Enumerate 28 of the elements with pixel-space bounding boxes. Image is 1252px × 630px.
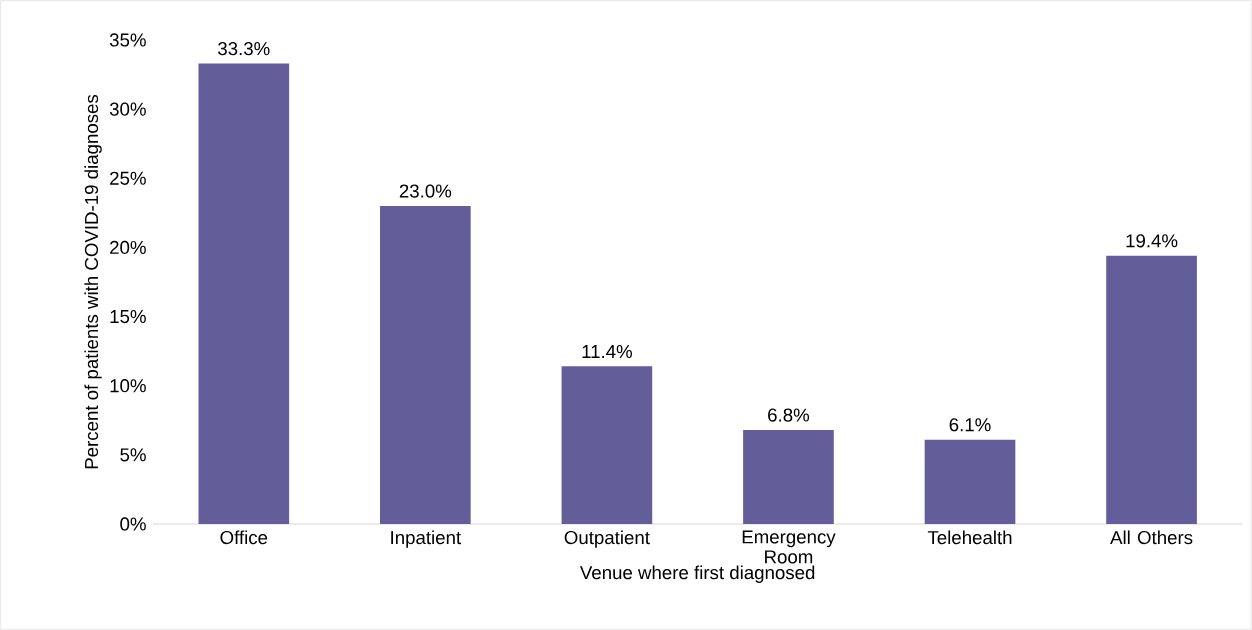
bar (380, 205, 471, 524)
bar (743, 429, 834, 524)
y-tick-label: 25% (110, 171, 146, 185)
x-tick-label: All Others (1110, 530, 1193, 545)
data-label: 6.1% (949, 418, 991, 432)
data-label: 11.4% (582, 345, 632, 359)
y-tick-label: 0% (120, 517, 146, 531)
y-tick-label: 30% (109, 102, 146, 116)
bar (561, 366, 653, 524)
x-axis-title: Venue where first diagnosed (579, 565, 815, 583)
y-tick-label: 20% (110, 240, 146, 255)
x-tick-label: Office (220, 530, 268, 545)
bar (1106, 255, 1197, 524)
y-tick-label: 15% (110, 309, 146, 324)
y-tick-label: 35% (109, 33, 146, 47)
y-tick-label: 5% (120, 448, 146, 462)
y-axis-title: Percent of patients with COVID-19 diagnoses (84, 94, 102, 469)
bar (924, 439, 1016, 524)
data-label: 19.4% (1126, 234, 1178, 248)
data-label: 23.0% (399, 184, 452, 198)
x-tick-label: Emergency Room (742, 530, 836, 564)
x-tick-label: Inpatient (391, 530, 462, 548)
data-label: 6.8% (768, 408, 810, 422)
data-label: 33.3% (218, 42, 270, 56)
x-tick-label: Telehealth (927, 530, 1012, 545)
x-tick-label: Outpatient (564, 530, 650, 548)
y-tick-label: 10% (110, 379, 146, 393)
bar (198, 63, 290, 524)
